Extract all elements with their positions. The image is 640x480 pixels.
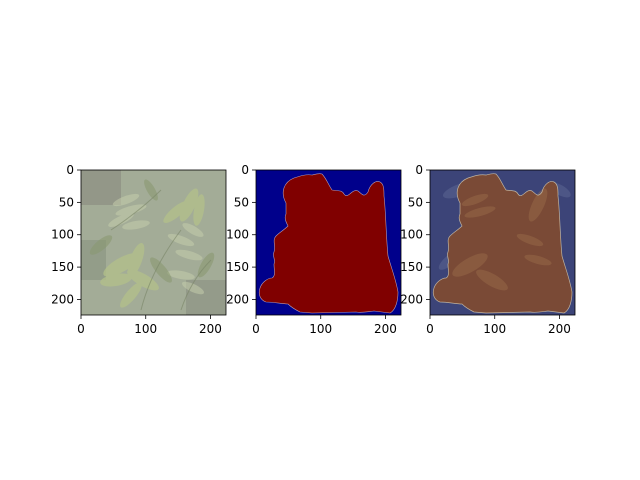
y-tick-label: 50 (408, 195, 423, 209)
segmentation-mask-image (256, 170, 401, 315)
axes-frame (429, 169, 576, 316)
x-tick-label: 100 (134, 322, 157, 336)
axis-ticks: 0 100 200 0 50 100 150 200 (226, 163, 397, 336)
y-tick-label: 200 (226, 292, 249, 306)
x-tick-label: 100 (309, 322, 332, 336)
y-tick-label: 150 (51, 260, 74, 274)
y-tick-label: 150 (400, 260, 423, 274)
panel-overlay: 0 100 200 0 50 100 150 200 (400, 163, 576, 336)
y-tick-label: 200 (400, 292, 423, 306)
axis-ticks: 0 100 200 0 50 100 150 200 (400, 163, 571, 336)
y-tick-label: 50 (234, 195, 249, 209)
y-tick-label: 50 (59, 195, 74, 209)
x-tick-label: 0 (77, 322, 85, 336)
x-tick-label: 0 (426, 322, 434, 336)
y-tick-label: 0 (415, 163, 423, 177)
panel-photo: 0 100 200 0 50 100 150 200 (51, 163, 227, 336)
panel-mask: 0 100 200 0 50 100 150 200 (226, 163, 402, 336)
axes-frame (255, 169, 402, 316)
x-tick-label: 100 (483, 322, 506, 336)
y-tick-label: 0 (66, 163, 74, 177)
y-tick-label: 0 (241, 163, 249, 177)
y-tick-label: 100 (400, 228, 423, 242)
y-tick-label: 150 (226, 260, 249, 274)
y-tick-label: 100 (226, 228, 249, 242)
plant-photo-image (81, 170, 226, 315)
x-tick-label: 0 (252, 322, 260, 336)
y-tick-label: 200 (51, 292, 74, 306)
x-tick-label: 200 (374, 322, 397, 336)
x-tick-label: 200 (199, 322, 222, 336)
overlay-image (430, 170, 575, 315)
y-tick-label: 100 (51, 228, 74, 242)
axes-frame (80, 169, 227, 316)
axis-ticks: 0 100 200 0 50 100 150 200 (51, 163, 222, 336)
x-tick-label: 200 (548, 322, 571, 336)
